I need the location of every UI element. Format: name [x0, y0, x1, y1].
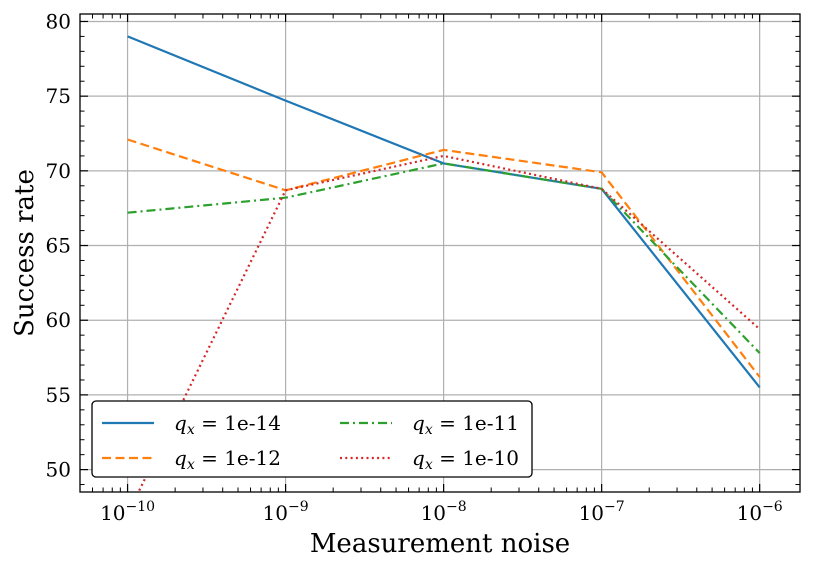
- series-line-4: [137, 154, 761, 492]
- legend-label-4: qx = 1e-10: [412, 446, 519, 473]
- y-tick-label: 70: [46, 159, 71, 183]
- plot-frame: [79, 13, 801, 493]
- x-tick-label: 10−8: [421, 499, 467, 525]
- series-layer: [127, 35, 761, 492]
- x-tick-label: 10−6: [737, 499, 783, 525]
- legend-label-1: qx = 1e-14: [174, 411, 281, 438]
- y-tick-label: 75: [46, 84, 71, 108]
- x-tick-label: 10−9: [263, 499, 309, 525]
- axes-frame: [79, 13, 801, 493]
- y-tick-label: 55: [46, 383, 71, 407]
- x-tick-label: 10−10: [100, 499, 155, 525]
- legend-label-2: qx = 1e-12: [174, 446, 281, 473]
- ticks: 10−10 10−9 10−8 10−7 10−6 50 55 60 65 70 75 80: [46, 9, 800, 525]
- y-tick-label: 60: [46, 308, 71, 332]
- legend-box: [91, 400, 533, 478]
- y-axis-title: Success rate: [10, 169, 40, 337]
- series-line-1: [127, 35, 761, 389]
- x-axis-title: Measurement noise: [310, 529, 570, 559]
- x-tick-label: 10−7: [579, 499, 625, 525]
- legend: qx = 1e-14 qx = 1e-12 qx = 1e-11 qx = 1e-10: [91, 400, 533, 478]
- y-tick-label: 50: [46, 458, 71, 482]
- legend-label-3: qx = 1e-11: [412, 411, 519, 438]
- series-line-3: [127, 162, 761, 354]
- series-line-2: [127, 138, 761, 378]
- y-tick-label: 80: [46, 9, 71, 33]
- y-tick-label: 65: [46, 234, 71, 258]
